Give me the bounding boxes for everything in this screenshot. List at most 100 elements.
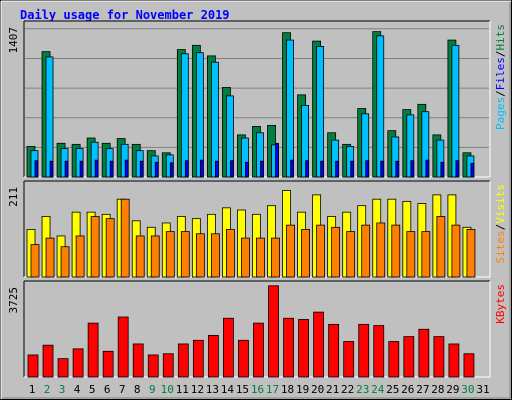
s2-bar-day-16: [260, 160, 264, 178]
s2-bar-day-17: [275, 142, 279, 178]
s2-bar-day-5: [94, 159, 99, 178]
x-tick-label-day-11: 11: [176, 383, 189, 396]
legend: KBytes: [494, 284, 507, 324]
s1-bar-day-9: [150, 235, 160, 278]
s1-bar-day-13: [210, 61, 219, 178]
s0-bar-day-24: [373, 325, 385, 378]
x-tick-label-day-26: 26: [401, 383, 414, 396]
s0-bar-day-3: [57, 358, 69, 378]
x-tick-label-day-27: 27: [416, 383, 429, 396]
s1-bar-day-22: [346, 231, 356, 278]
s1-bar-day-24: [376, 222, 386, 278]
x-tick-label-day-1: 1: [29, 383, 36, 396]
x-tick-label-day-22: 22: [341, 383, 354, 396]
s0-bar-day-5: [87, 322, 99, 378]
x-tick-label-day-6: 6: [104, 383, 111, 396]
x-tick-label-day-18: 18: [281, 383, 294, 396]
x-tick-label-day-29: 29: [446, 383, 459, 396]
s0-bar-day-30: [463, 353, 475, 378]
s0-bar-day-27: [418, 328, 430, 378]
x-tick-label-day-5: 5: [89, 383, 96, 396]
legend-entry: /: [494, 224, 507, 231]
s0-bar-day-10: [162, 353, 174, 378]
s2-bar-day-26: [410, 160, 415, 178]
s2-bar-day-2: [49, 160, 54, 178]
s2-bar-day-10: [169, 162, 174, 178]
s0-bar-day-12: [192, 339, 204, 378]
x-tick-label-day-3: 3: [59, 383, 66, 396]
legend: Sites/Visits: [494, 184, 507, 264]
s1-bar-day-20: [316, 224, 326, 278]
s2-bar-day-11: [184, 160, 189, 178]
s2-bar-day-15: [245, 161, 249, 178]
s0-bar-day-2: [42, 344, 54, 378]
s2-bar-day-19: [305, 160, 309, 178]
s1-bar-day-21: [331, 139, 340, 178]
x-tick-label-day-17: 17: [266, 383, 279, 396]
x-tick-label-day-10: 10: [161, 383, 174, 396]
s0-bar-day-15: [238, 339, 249, 378]
s0-bar-day-19: [298, 319, 309, 378]
x-tick-label-day-12: 12: [191, 383, 204, 396]
s1-bar-day-23: [361, 113, 370, 178]
s1-bar-day-2: [45, 237, 55, 278]
s1-bar-day-26: [406, 231, 416, 278]
s1-bar-day-2: [45, 56, 54, 178]
s1-bar-day-19: [301, 104, 309, 178]
s0-bar-day-18: [283, 317, 294, 378]
x-tick-label-day-30: 30: [461, 383, 474, 396]
s1-bar-day-27: [421, 111, 430, 178]
s1-bar-day-8: [135, 235, 145, 278]
legend-entry: /: [494, 51, 507, 58]
s0-bar-day-21: [328, 323, 340, 378]
s0-bar-day-9: [147, 354, 159, 378]
s1-bar-day-17: [271, 237, 280, 278]
s1-bar-day-29: [451, 224, 461, 278]
s1-bar-day-23: [361, 224, 371, 278]
s1-bar-day-16: [256, 237, 265, 278]
kbytes-panel: 3725 KBytes: [7, 280, 507, 378]
x-tick-label-day-28: 28: [431, 383, 444, 396]
s1-bar-day-28: [436, 139, 445, 178]
s1-bar-day-13: [210, 233, 220, 278]
x-tick-label-day-15: 15: [236, 383, 249, 396]
visits-sites-panel: 211 Sites/Visits: [7, 180, 507, 278]
y-max-label: 3725: [7, 287, 20, 314]
s2-bar-day-6: [109, 160, 114, 178]
s0-bar-day-4: [72, 348, 84, 378]
s2-bar-day-20: [320, 160, 325, 178]
s1-bar-day-5: [90, 141, 99, 178]
s1-bar-day-27: [421, 231, 431, 278]
x-tick-label-day-23: 23: [356, 383, 369, 396]
s2-bar-day-21: [335, 160, 340, 178]
s2-bar-day-25: [395, 160, 400, 178]
s0-bar-day-17: [268, 285, 279, 378]
s1-bar-day-14: [226, 95, 234, 178]
s0-bar-day-25: [388, 341, 400, 378]
s1-bar-day-6: [105, 218, 115, 278]
s1-bar-day-15: [241, 237, 250, 278]
s2-bar-day-24: [380, 160, 385, 178]
s1-bar-day-28: [436, 216, 446, 278]
y-max-label: 1407: [7, 27, 20, 54]
s0-bar-day-8: [132, 343, 144, 378]
legend-entry: Pages: [494, 97, 507, 130]
x-tick-label-day-13: 13: [206, 383, 219, 396]
s2-bar-day-8: [139, 160, 144, 178]
s1-bar-day-30: [466, 229, 476, 278]
x-tick-label-day-8: 8: [134, 383, 141, 396]
s0-bar-day-26: [403, 336, 415, 378]
s0-bar-day-29: [448, 343, 460, 378]
s1-bar-day-15: [241, 137, 249, 178]
y-max-label: 211: [7, 187, 20, 207]
x-tick-label-day-2: 2: [44, 383, 51, 396]
s1-bar-day-29: [451, 44, 460, 178]
x-tick-label-day-9: 9: [149, 383, 156, 396]
s0-bar-day-23: [358, 323, 370, 378]
s0-bar-day-16: [253, 322, 264, 378]
s2-bar-day-12: [199, 159, 204, 178]
legend-entry: /: [494, 90, 507, 97]
